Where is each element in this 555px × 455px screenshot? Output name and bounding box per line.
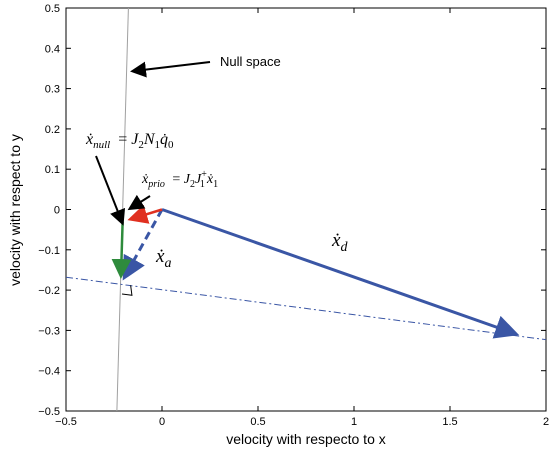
x-null-pointer-arrow xyxy=(95,155,126,226)
null-space-line xyxy=(116,8,129,411)
vector-x-prio xyxy=(127,204,163,224)
x-a-label: ẋa xyxy=(155,246,171,271)
y-tick-label: −0.3 xyxy=(38,325,60,337)
plot-frame xyxy=(65,7,547,412)
y-tick-label: −0.1 xyxy=(38,245,60,257)
y-tick-label: −0.4 xyxy=(38,366,60,378)
vector-x-null xyxy=(111,221,132,280)
projection-line xyxy=(66,276,546,341)
x-tick-label: 1 xyxy=(351,416,357,428)
y-tick-label: 0.4 xyxy=(45,43,60,55)
x-axis-ticks: −0.5 0 0.5 1 1.5 2 xyxy=(55,8,549,428)
y-tick-label: 0.2 xyxy=(45,124,60,136)
x-prio-pointer-arrow xyxy=(127,194,151,211)
null-space-label: Null space xyxy=(220,54,281,69)
vector-x-d xyxy=(161,208,520,339)
y-tick-label: −0.2 xyxy=(38,285,60,297)
x-tick-label: 0.5 xyxy=(250,416,265,428)
y-tick-label: 0.5 xyxy=(45,3,60,15)
x-tick-label: 2 xyxy=(543,416,549,428)
y-tick-label: 0 xyxy=(54,205,60,217)
right-angle-marker xyxy=(121,285,133,296)
x-tick-label: −0.5 xyxy=(55,416,77,428)
y-axis-ticks: 0.5 0.4 0.3 0.2 0.1 0 −0.1 −0.2 −0.3 −0.4 −0.5 xyxy=(38,3,546,418)
y-tick-label: −0.5 xyxy=(38,406,60,418)
x-axis-title: velocity with respecto to x xyxy=(226,431,386,447)
y-tick-label: 0.3 xyxy=(45,84,60,96)
x-null-equation: ẋnull = J2N1q̇0 xyxy=(85,131,174,151)
y-axis-title: velocity with respect to y xyxy=(7,134,23,286)
x-prio-equation: ẋprio = J2J+ 1 ẋ1 xyxy=(141,169,218,190)
null-space-pointer-arrow xyxy=(130,61,211,78)
x-d-label: ẋd xyxy=(331,230,348,255)
x-tick-label: 0 xyxy=(159,416,165,428)
x-tick-label: 1.5 xyxy=(442,416,457,428)
y-tick-label: 0.1 xyxy=(45,164,60,176)
